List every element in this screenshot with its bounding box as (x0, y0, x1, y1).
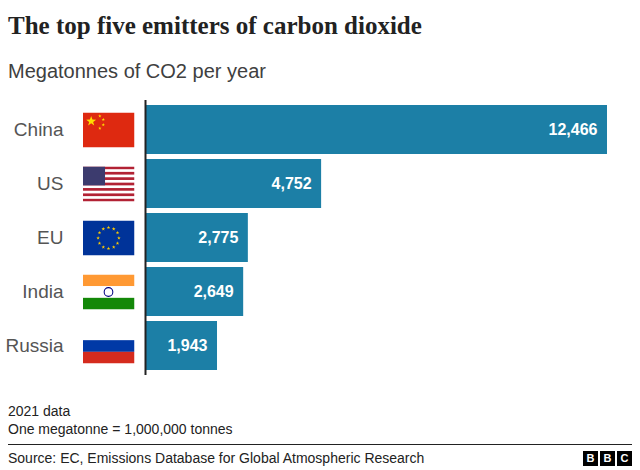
html-text:2021 data: 2021 data (8, 403, 71, 419)
html-text:C: C (620, 452, 629, 464)
html-text:Source: EC, Emissions Database: Source: EC, Emissions Database for Globa… (8, 450, 425, 466)
svg-text:4,752: 4,752 (272, 175, 312, 192)
svg-text:Russia: Russia (5, 335, 64, 356)
html-text:One megatonne = 1,000,000 tonn: One megatonne = 1,000,000 tonnes (8, 421, 233, 437)
svg-text:1,943: 1,943 (167, 337, 207, 354)
svg-text:China: China (14, 119, 64, 140)
svg-text:India: India (22, 281, 64, 302)
html-text:Megatonnes of CO2 per year: Megatonnes of CO2 per year (8, 60, 266, 82)
html-text:B: B (603, 452, 612, 464)
html-text:The top five emitters of carbo: The top five emitters of carbon dioxide (8, 12, 422, 39)
svg-text:12,466: 12,466 (549, 121, 598, 138)
svg-text:US: US (37, 173, 63, 194)
svg-text:2,649: 2,649 (194, 283, 234, 300)
svg-text:2,775: 2,775 (198, 229, 238, 246)
svg-text:EU: EU (37, 227, 63, 248)
html-text:B: B (586, 452, 595, 464)
